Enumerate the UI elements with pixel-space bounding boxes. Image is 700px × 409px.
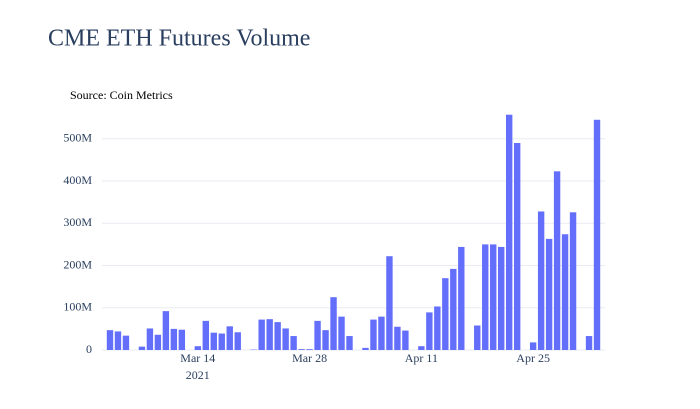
bar bbox=[426, 312, 433, 350]
bar bbox=[569, 212, 577, 350]
bar bbox=[234, 332, 241, 350]
y-tick-label: 400M bbox=[63, 173, 92, 187]
bar bbox=[274, 322, 281, 350]
bar bbox=[210, 332, 217, 350]
bar bbox=[370, 319, 377, 350]
bar bbox=[170, 328, 178, 350]
chart-title: CME ETH Futures Volume bbox=[48, 26, 310, 52]
y-tick-label: 200M bbox=[63, 257, 92, 271]
bar bbox=[282, 328, 289, 350]
bar bbox=[386, 256, 393, 350]
x-tick-label: Apr 11 bbox=[405, 351, 438, 365]
x-tick-label: Apr 25 bbox=[516, 351, 550, 365]
bar bbox=[458, 246, 465, 350]
bar bbox=[218, 333, 225, 350]
bar bbox=[450, 268, 457, 350]
bar bbox=[338, 316, 345, 350]
bar bbox=[298, 349, 305, 350]
bar bbox=[394, 326, 401, 350]
bar bbox=[122, 335, 130, 350]
bar bbox=[553, 171, 561, 350]
bar bbox=[402, 330, 409, 350]
bar bbox=[226, 326, 233, 350]
bar bbox=[138, 346, 146, 350]
bar bbox=[505, 114, 513, 350]
bar bbox=[593, 119, 601, 350]
bar bbox=[482, 244, 489, 350]
bar bbox=[545, 238, 553, 350]
bar bbox=[346, 336, 353, 350]
bar bbox=[474, 325, 481, 350]
bar bbox=[202, 320, 209, 350]
x-year-label: 2021 bbox=[186, 368, 210, 382]
bar bbox=[418, 346, 425, 350]
x-tick-label: Mar 28 bbox=[292, 351, 327, 365]
bar bbox=[322, 330, 329, 350]
bar bbox=[106, 330, 114, 350]
bar bbox=[513, 143, 521, 350]
bar bbox=[498, 246, 505, 350]
bar bbox=[314, 320, 321, 350]
annotation: Source: Coin Metrics bbox=[70, 88, 173, 102]
bar bbox=[306, 349, 313, 350]
bar bbox=[330, 297, 337, 350]
bar bbox=[194, 346, 202, 350]
bar bbox=[178, 329, 186, 350]
bar bbox=[585, 336, 593, 350]
bar bbox=[290, 336, 297, 350]
y-tick-label: 100M bbox=[63, 300, 92, 314]
bar bbox=[537, 211, 545, 350]
y-tick-label: 300M bbox=[63, 215, 92, 229]
y-tick-label: 0 bbox=[86, 342, 92, 356]
bar bbox=[154, 334, 162, 350]
bar bbox=[442, 278, 449, 350]
bar bbox=[114, 331, 122, 350]
bar bbox=[362, 347, 369, 350]
bar bbox=[146, 328, 154, 350]
bar bbox=[490, 244, 497, 350]
bar bbox=[162, 311, 170, 350]
x-tick-label: Mar 14 bbox=[180, 351, 215, 365]
bar bbox=[529, 342, 537, 350]
bar bbox=[258, 319, 265, 350]
bar bbox=[266, 319, 273, 350]
y-tick-label: 500M bbox=[63, 131, 92, 145]
bar bbox=[561, 234, 569, 350]
bar bbox=[378, 316, 385, 350]
bar bbox=[434, 306, 441, 350]
